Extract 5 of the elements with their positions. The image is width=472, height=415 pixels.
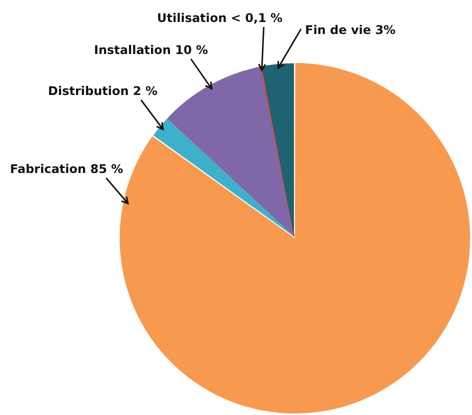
slice-label: Utilisation < 0,1 % bbox=[157, 11, 283, 25]
slice-label: Fabrication 85 % bbox=[10, 162, 124, 176]
slice-label: Installation 10 % bbox=[94, 43, 208, 57]
slice-label: Fin de vie 3% bbox=[305, 23, 396, 37]
slice-label: Distribution 2 % bbox=[48, 84, 158, 98]
